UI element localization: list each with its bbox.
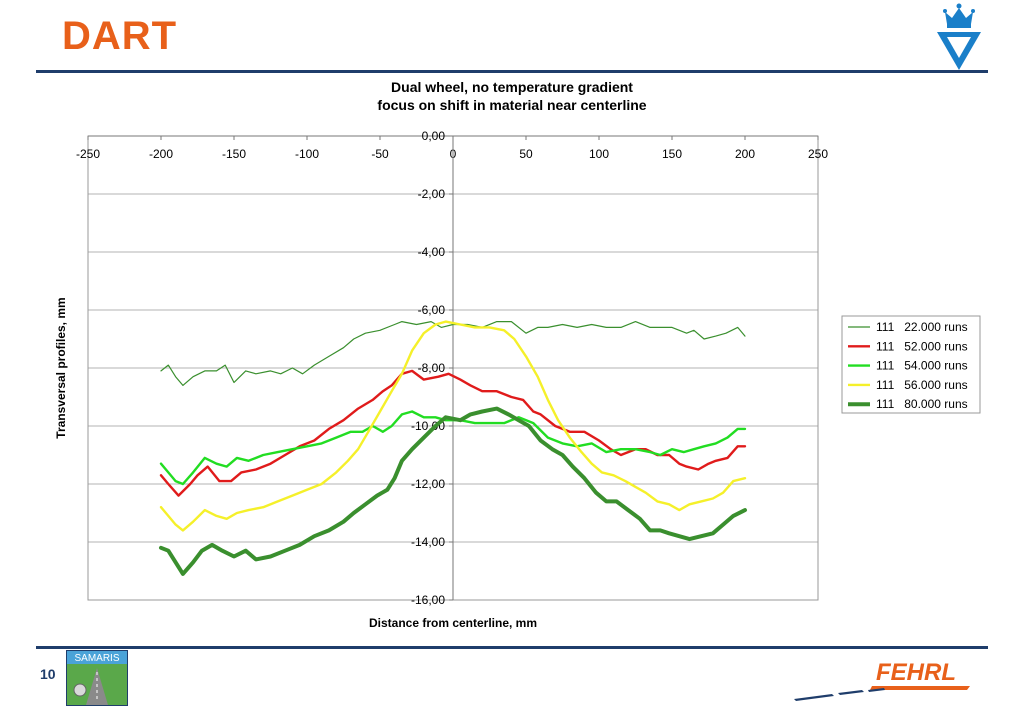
- x-tick-label-10: 250: [808, 147, 828, 161]
- x-tick-label-2: -150: [222, 147, 246, 161]
- legend-label-2: 111 54.000 runs: [876, 359, 968, 373]
- x-tick-label-4: -50: [371, 147, 389, 161]
- series-line-2: [159, 410, 747, 486]
- y-tick-label-6: -12,00: [411, 477, 445, 491]
- y-axis-label: Transversal profiles, mm: [54, 297, 68, 438]
- legend-label-3: 111 56.000 runs: [876, 378, 968, 392]
- legend-label-1: 111 52.000 runs: [876, 339, 968, 353]
- samaris-logo-text: SAMARIS: [74, 653, 119, 664]
- series-line-4: [159, 406, 747, 576]
- x-tick-label-3: -100: [295, 147, 319, 161]
- x-tick-label-1: -200: [149, 147, 173, 161]
- y-tick-label-2: -4,00: [418, 245, 446, 259]
- series-line-1: [159, 369, 747, 497]
- legend: 111 22.000 runs 111 52.000 runs 111 54.000…: [841, 315, 981, 414]
- y-tick-label-4: -8,00: [418, 361, 446, 375]
- legend-label-0: 111 22.000 runs: [876, 320, 968, 334]
- bottom-divider: [36, 646, 988, 649]
- x-tick-label-9: 200: [735, 147, 755, 161]
- samaris-logo: SAMARIS: [66, 650, 128, 706]
- y-tick-label-3: -6,00: [418, 303, 446, 317]
- x-tick-label-0: -250: [76, 147, 100, 161]
- page-number: 10: [40, 666, 56, 682]
- crown-crest-icon: [937, 3, 981, 70]
- series-line-3: [159, 320, 747, 532]
- series-lines: [159, 320, 747, 576]
- slide-title: DART: [62, 14, 178, 58]
- y-tick-label-7: -14,00: [411, 535, 445, 549]
- y-tick-label-1: -2,00: [418, 187, 446, 201]
- x-axis-label: Distance from centerline, mm: [369, 616, 537, 630]
- y-tick-label-0: 0,00: [422, 129, 446, 143]
- y-tick-label-8: -16,00: [411, 593, 445, 607]
- legend-label-4: 111 80.000 runs: [876, 397, 968, 411]
- x-tick-label-6: 50: [519, 147, 533, 161]
- chart-title: Dual wheel, no temperature gradient: [391, 79, 633, 95]
- x-tick-label-8: 150: [662, 147, 682, 161]
- fehrl-logo-text: FEHRL: [876, 659, 956, 686]
- x-tick-label-7: 100: [589, 147, 609, 161]
- chart-subtitle: focus on shift in material near centerli…: [377, 97, 646, 113]
- top-divider: [36, 70, 988, 73]
- fehrl-logo: FEHRL: [794, 659, 970, 701]
